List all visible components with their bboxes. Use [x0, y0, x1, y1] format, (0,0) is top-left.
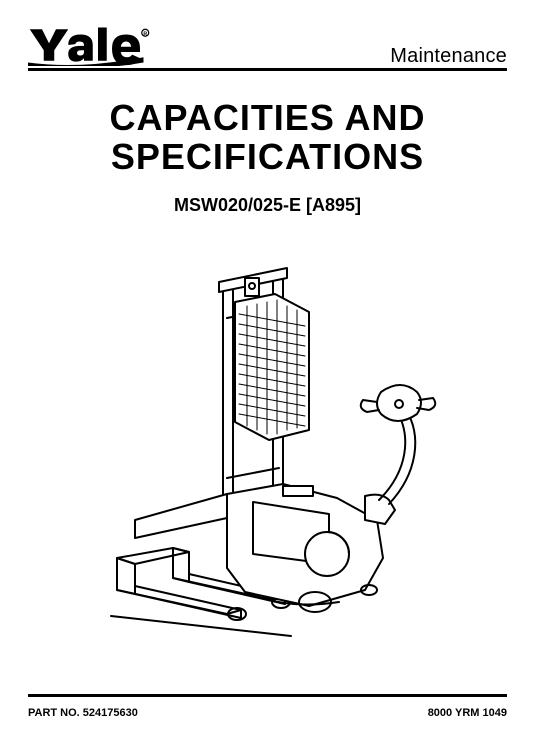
- forklift-illustration: [77, 258, 459, 638]
- title-line-2: SPECIFICATIONS: [28, 138, 507, 177]
- subtitle: MSW020/025-E [A895]: [28, 195, 507, 216]
- svg-text:R: R: [143, 31, 147, 37]
- page: R Maintenance CAPACITIES AND SPECIFICATI…: [0, 0, 535, 737]
- header-rule: [28, 68, 507, 71]
- part-number: PART NO. 524175630: [28, 707, 138, 719]
- figure-wrap: [28, 258, 507, 638]
- title-line-1: CAPACITIES AND: [28, 99, 507, 138]
- title-block: CAPACITIES AND SPECIFICATIONS: [28, 99, 507, 177]
- doc-code: 8000 YRM 1049: [428, 707, 507, 719]
- section-label: Maintenance: [390, 45, 507, 68]
- header-row: R Maintenance: [28, 18, 507, 66]
- footer-rule: [28, 694, 507, 697]
- yale-logo: R: [28, 24, 159, 66]
- footer: PART NO. 524175630 8000 YRM 1049: [28, 707, 507, 719]
